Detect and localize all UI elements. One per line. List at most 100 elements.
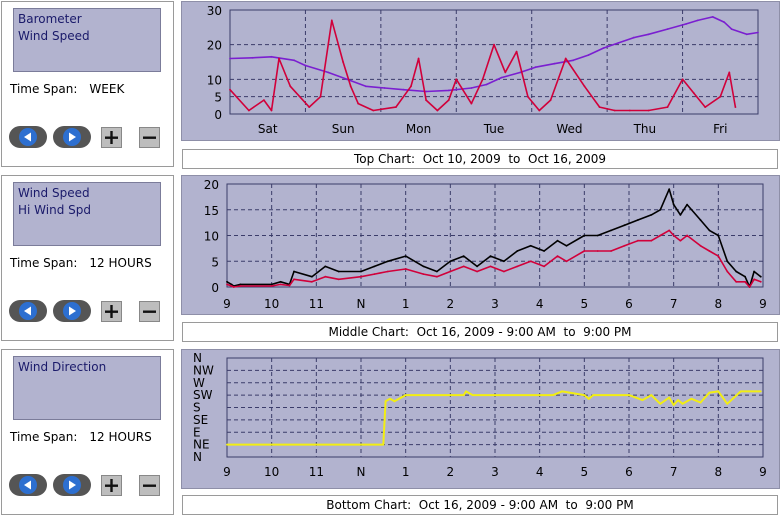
x-tick-label: 5 bbox=[581, 465, 589, 479]
wind_speed-data-point bbox=[613, 109, 616, 112]
wind_speed-data-point bbox=[564, 57, 567, 60]
hi_wind-data-point bbox=[404, 255, 407, 257]
wind_direction-data-point bbox=[284, 443, 286, 446]
wind_direction-data-point bbox=[739, 390, 742, 393]
hi_wind-data-point bbox=[270, 283, 273, 286]
hi_wind-data-point bbox=[753, 270, 755, 273]
x-tick-label: 6 bbox=[625, 465, 633, 479]
wind_direction-data-point bbox=[690, 397, 693, 400]
wind_speed-data-point bbox=[373, 273, 376, 275]
barometer-data-point bbox=[617, 42, 620, 44]
barometer-data-point bbox=[723, 21, 725, 23]
x-tick-label: 4 bbox=[536, 465, 544, 479]
hi_wind-data-point bbox=[337, 270, 340, 273]
hi_wind-data-point bbox=[279, 280, 282, 283]
wind_speed-data-point bbox=[330, 19, 333, 22]
hi_wind-data-point bbox=[360, 270, 362, 273]
barometer-data-point bbox=[587, 54, 590, 56]
hi_wind-data-point bbox=[311, 275, 313, 278]
zoom-in-button[interactable] bbox=[101, 301, 122, 322]
wind_speed-data-point bbox=[753, 278, 755, 281]
barometer-data-point bbox=[553, 62, 556, 65]
wind_direction-data-point bbox=[404, 394, 407, 396]
hi_wind-data-point bbox=[489, 255, 492, 257]
wind_speed-data-point bbox=[311, 280, 313, 283]
wind_speed-data-point bbox=[717, 255, 720, 257]
wind_speed-data-point bbox=[704, 106, 707, 108]
y-tick-label: 20 bbox=[207, 39, 222, 53]
wind_direction-data-point bbox=[462, 394, 465, 396]
zoom-out-button[interactable] bbox=[139, 301, 160, 322]
forward-button[interactable] bbox=[53, 474, 91, 496]
wind_direction-data-point bbox=[393, 400, 396, 403]
time-span: Time Span: 12 HOURS bbox=[10, 430, 152, 444]
hi_wind-data-point bbox=[422, 265, 425, 268]
wind_direction-data-point bbox=[248, 443, 251, 446]
wind_speed-data-point bbox=[489, 265, 492, 268]
barometer-data-point bbox=[425, 90, 427, 93]
zoom-in-button[interactable] bbox=[101, 127, 122, 148]
wind_speed-data-point bbox=[229, 88, 231, 91]
wind_speed-data-point bbox=[538, 109, 541, 112]
wind_speed-data-point bbox=[278, 57, 280, 60]
wind_speed-data-point bbox=[666, 106, 669, 108]
x-tick-label: 7 bbox=[670, 465, 678, 479]
wind_speed-data-point bbox=[637, 239, 639, 242]
hi_wind-data-point bbox=[386, 260, 389, 263]
zoom-out-button[interactable] bbox=[139, 475, 160, 496]
back-button[interactable] bbox=[9, 126, 47, 148]
wind_speed-data-point bbox=[232, 286, 235, 288]
barometer-data-point bbox=[500, 76, 503, 79]
barometer-data-point bbox=[696, 19, 699, 22]
forward-button[interactable] bbox=[53, 126, 91, 148]
hi_wind-series-line bbox=[226, 188, 762, 288]
wind_direction-data-point bbox=[427, 394, 429, 396]
wind_speed-data-point bbox=[270, 285, 273, 287]
hi_wind-data-point bbox=[708, 229, 711, 232]
zoom-in-button[interactable] bbox=[101, 475, 122, 496]
barometer-data-point bbox=[711, 16, 714, 18]
y-tick-label: N bbox=[193, 351, 202, 365]
y-tick-label: NW bbox=[193, 363, 214, 377]
wind_speed-data-point bbox=[583, 250, 586, 252]
zoom-out-button[interactable] bbox=[139, 127, 160, 148]
wind_speed-data-point bbox=[748, 286, 751, 288]
y-tick-label: S bbox=[193, 401, 201, 415]
x-tick-label: Sun bbox=[332, 122, 355, 136]
wind_speed-data-point bbox=[647, 109, 650, 112]
x-tick-label: 5 bbox=[581, 297, 589, 311]
time-span-label: Time Span: bbox=[10, 256, 78, 270]
hi_wind-data-point bbox=[436, 270, 438, 273]
wind_direction-data-point bbox=[465, 390, 467, 393]
back-button[interactable] bbox=[9, 300, 47, 322]
hi_wind-data-point bbox=[462, 255, 465, 257]
y-tick-label: 10 bbox=[204, 230, 219, 244]
forward-button[interactable] bbox=[53, 300, 91, 322]
hi_wind-data-point bbox=[744, 275, 746, 278]
barometer-data-point bbox=[304, 64, 307, 67]
barometer-data-point bbox=[647, 33, 650, 36]
x-tick-label: 8 bbox=[715, 297, 723, 311]
wind_direction-data-point bbox=[672, 404, 675, 406]
wind_direction-data-point bbox=[681, 402, 684, 405]
barometer-data-point bbox=[730, 28, 733, 30]
barometer-data-point bbox=[402, 88, 405, 91]
wind_direction-data-point bbox=[583, 394, 586, 396]
back-button[interactable] bbox=[9, 474, 47, 496]
wind_speed-data-point bbox=[248, 109, 250, 112]
wind_speed-data-point bbox=[728, 71, 731, 74]
barometer-data-point bbox=[485, 83, 488, 86]
wind_speed-data-point bbox=[699, 244, 702, 247]
hi_wind-data-point bbox=[650, 214, 653, 216]
top-chart-caption: Top Chart: Oct 10, 2009 to Oct 16, 2009 bbox=[182, 149, 778, 169]
wind_speed-data-point bbox=[308, 106, 311, 108]
x-tick-label: 11 bbox=[309, 297, 324, 311]
wind_speed-data-point bbox=[279, 283, 282, 286]
wind_direction-data-point bbox=[382, 443, 385, 446]
barometer-data-point bbox=[229, 57, 231, 60]
wind_direction-data-point bbox=[503, 394, 505, 396]
x-tick-label: 8 bbox=[715, 465, 723, 479]
wind_speed-series-line bbox=[226, 229, 762, 288]
wind_speed-data-point bbox=[596, 250, 599, 252]
wind_direction-data-point bbox=[587, 397, 590, 400]
